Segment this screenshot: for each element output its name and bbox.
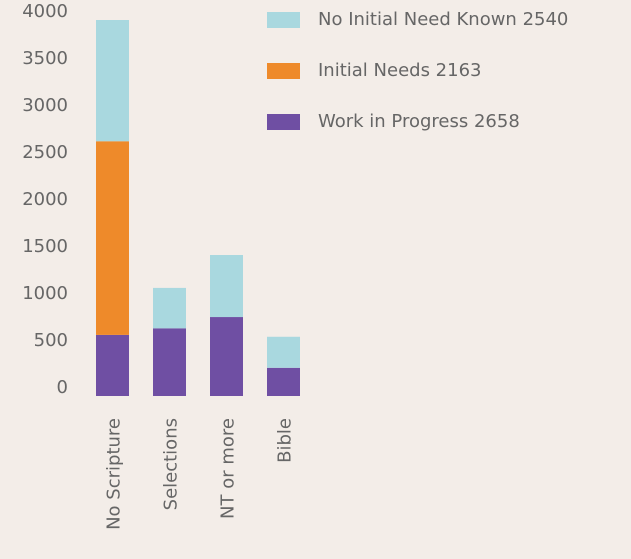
y-tick-label: 1000: [22, 283, 68, 304]
bar-segment: [210, 317, 243, 396]
legend-label: No Initial Need Known 2540: [318, 9, 568, 30]
legend-swatch: [267, 114, 300, 130]
bar-segment: [153, 287, 186, 329]
bar-segment: [96, 141, 129, 335]
bar-segment: [153, 328, 186, 396]
y-tick-label: 1500: [22, 236, 68, 257]
bar-segment: [96, 20, 129, 142]
bar-segment: [210, 255, 243, 318]
bar-segment: [267, 367, 300, 396]
legend-swatch: [267, 63, 300, 79]
legend-label: Initial Needs 2163: [318, 60, 481, 81]
x-tick-label: No Scripture: [104, 418, 125, 530]
bar-segment: [267, 336, 300, 368]
legend-swatch: [267, 12, 300, 28]
y-tick-label: 2000: [22, 189, 68, 210]
x-tick-label: Bible: [275, 418, 296, 463]
y-tick-label: 0: [57, 377, 68, 398]
y-tick-label: 3000: [22, 95, 68, 116]
x-tick-label: Selections: [161, 418, 182, 510]
legend-label: Work in Progress 2658: [318, 111, 520, 132]
y-tick-label: 4000: [22, 1, 68, 22]
y-tick-label: 3500: [22, 48, 68, 69]
x-tick-label: NT or more: [218, 418, 239, 519]
y-tick-label: 500: [34, 330, 68, 351]
bar-segment: [96, 334, 129, 396]
y-tick-label: 2500: [22, 142, 68, 163]
